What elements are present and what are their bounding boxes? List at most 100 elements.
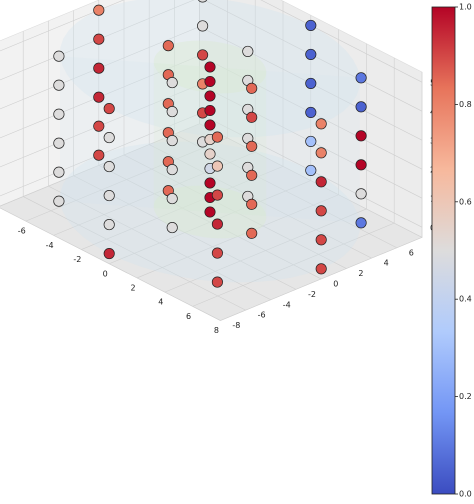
x-tick-label: 4 [158,298,163,307]
grid-line [149,144,372,259]
scatter-point [246,82,258,94]
x-tick-label: -2 [73,255,81,264]
scatter-point [166,222,178,234]
scatter-point [166,164,178,176]
scatter-point [204,119,216,131]
scatter-point [204,61,216,73]
scatter-point [246,169,258,181]
scatter-point [315,147,327,159]
scatter-point [315,234,327,246]
scatter-point [211,276,223,288]
grid-line [0,207,221,321]
y-tick-label: 4 [384,259,389,268]
scatter-point [204,148,216,160]
scatter-point [197,20,209,32]
colorbar-tick-label: 0.4 [459,295,472,304]
scatter-point [166,135,178,147]
scatter-point [93,120,105,132]
scatter-point [53,137,65,149]
scatter-point [204,90,216,102]
scatter-point [93,149,105,161]
scatter-point [246,198,258,210]
scatter-point [103,219,115,231]
scatter-point [204,75,216,88]
scatter-point [53,108,65,120]
scatter-point [315,176,327,188]
scatter-point [53,166,65,178]
scatter-point [204,206,216,218]
cylinder-body [60,0,360,283]
scatter-point [211,160,223,172]
scatter-point [355,130,367,142]
scatter-point [197,0,208,3]
grid-line [123,154,347,269]
scatter-point [246,140,258,152]
x-tick-label: -6 [18,227,26,236]
y-tick-label: 2 [358,269,363,278]
scatter-point [197,49,209,61]
scatter-point [211,131,223,143]
scatter-point [242,45,254,57]
scatter-point [103,248,115,260]
colorbar-tick-label: 0.6 [459,197,472,206]
scatter-point [246,227,258,239]
scatter-point [204,104,216,117]
scatter-point [103,161,115,173]
scatter-point [315,205,327,217]
scatter-point [305,106,317,118]
scatter-point [305,77,317,89]
scatter-point [211,247,223,259]
colorbar: 0.0 0.2 0.4 0.6 0.8 1.0 [431,3,472,499]
scatter-point [166,193,178,205]
colorbar-gradient [431,6,456,495]
scatter-point [315,118,327,130]
y-tick-label: 6 [409,248,414,257]
scatter-point [355,101,367,113]
grid-line [98,165,322,280]
scatter-point [315,263,327,275]
x-tick-label: 8 [214,326,219,335]
scatter-point [93,62,105,74]
scatter-point [53,50,65,62]
scatter-points [53,0,367,288]
colorbar-tick-label: 1.0 [459,3,472,12]
scatter-point [305,135,317,147]
x-tick-label: 0 [103,269,108,278]
scatter-point [355,217,367,229]
scatter-point [355,72,367,84]
grid-line [199,123,423,238]
scatter-point [103,132,115,144]
colorbar-ticks: 0.0 0.2 0.4 0.6 0.8 1.0 [455,3,472,499]
scatter-point [103,103,115,115]
scatter-point [53,195,65,207]
scatter-point [305,19,317,31]
grid-line [48,185,271,301]
scatter-point [211,189,223,201]
x-tick-label: 2 [130,283,135,292]
scatter-point [93,91,105,103]
scatter-point [93,33,105,45]
y-tick-label: -8 [232,321,240,330]
scatter-point [204,177,216,189]
scatter-point [53,79,65,91]
cylinder-body [153,40,267,239]
y-tick-label: 0 [333,279,338,288]
scatter-point [305,164,317,176]
scatter-point [166,77,178,89]
y-tick-label: -4 [283,300,291,309]
scatter-point [211,218,223,230]
colorbar-tick-label: 0.2 [459,392,472,401]
x-tick-label: 6 [186,312,191,321]
colorbar-tick-label: 0.0 [459,490,472,499]
scatter-point [355,188,367,200]
scatter-point [166,106,178,118]
scatter-point [246,111,258,123]
y-tick-label: -2 [308,290,316,299]
scatter-point [355,159,367,171]
y-tick-label: -6 [258,311,266,320]
x-tick-label: -4 [46,241,54,250]
scatter-point [103,190,115,202]
scatter-point [93,4,105,16]
scatter-point [305,48,317,60]
